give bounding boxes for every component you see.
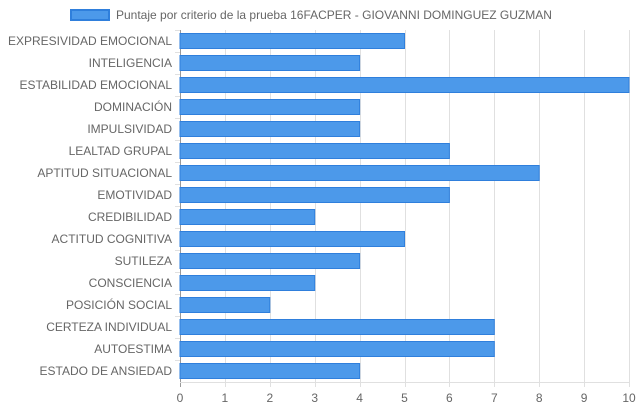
category-label: DOMINACIÓN [94,99,172,114]
bar [179,253,361,269]
category-label: EXPRESIVIDAD EMOCIONAL [8,34,172,48]
bar [179,341,495,357]
category-label: CERTEZA INDIVIDUAL [46,320,172,334]
x-tick-label: 2 [266,391,273,405]
category-label: ACTITUD COGNITIVA [52,232,172,246]
legend-label: Puntaje por criterio de la prueba 16FACP… [116,8,552,22]
x-tick-label: 7 [491,391,498,405]
x-tick-label: 6 [446,391,453,405]
bar [179,363,361,379]
x-tick-label: 3 [311,391,318,405]
bar [179,55,361,71]
category-label: LEALTAD GRUPAL [69,144,173,158]
category-label: ESTADO DE ANSIEDAD [40,364,173,378]
bar [179,33,405,49]
category-label: AUTOESTIMA [94,342,172,356]
bar [179,209,316,225]
x-tick-label: 10 [622,391,636,405]
bar [179,187,450,203]
x-tick-label: 0 [177,391,184,405]
legend-swatch [70,9,110,21]
category-label: ESTABILIDAD EMOCIONAL [20,78,173,92]
bar [179,165,540,181]
x-tick-label: 5 [401,391,408,405]
category-label: IMPULSIVIDAD [87,122,172,136]
bar [179,319,495,335]
bar [179,297,271,313]
category-label: SUTILEZA [115,254,172,268]
category-label: CREDIBILIDAD [88,210,172,224]
category-label: CONSCIENCIA [89,276,172,290]
x-tick-label: 4 [356,391,363,405]
bar [179,275,316,291]
x-tick-label: 8 [536,391,543,405]
category-label: INTELIGENCIA [89,56,172,70]
bar [179,231,405,247]
category-label: POSICIÓN SOCIAL [66,297,172,312]
bar [179,121,361,137]
x-tick-label: 9 [581,391,588,405]
category-label: APTITUD SITUACIONAL [37,166,172,180]
x-tick-label: 1 [222,391,229,405]
bar [179,143,450,159]
chart-legend[interactable]: Puntaje por criterio de la prueba 16FACP… [70,6,552,24]
category-label: EMOTIVIDAD [97,188,172,202]
bar [179,77,630,93]
bar [179,99,361,115]
